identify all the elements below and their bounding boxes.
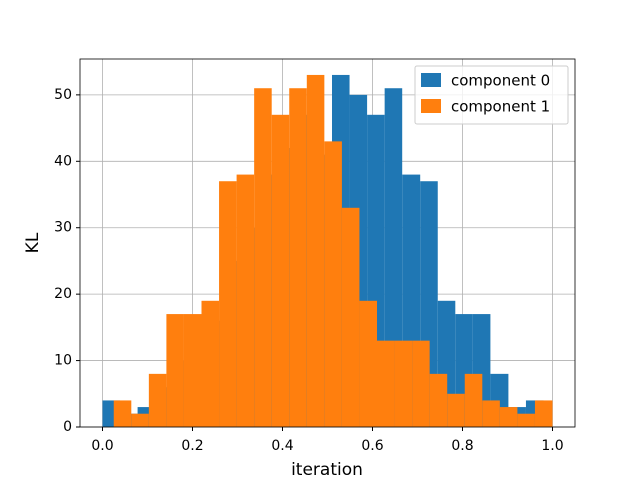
x-tick-label: 0.4 (271, 438, 293, 454)
x-tick-label: 0.2 (181, 438, 203, 454)
bar (289, 88, 307, 427)
legend-box (414, 65, 569, 125)
y-tick-label: 20 (54, 286, 72, 302)
y-tick-label: 50 (54, 87, 72, 103)
legend-label: component 1 (451, 98, 550, 116)
legend-swatch (421, 73, 441, 87)
y-tick-label: 40 (54, 153, 72, 169)
y-tick-label: 10 (54, 353, 72, 369)
bar (464, 373, 483, 427)
bar (394, 340, 413, 427)
y-axis-label: KL (23, 232, 43, 253)
legend-label: component 0 (451, 72, 550, 90)
bar (517, 413, 535, 427)
bar (271, 114, 290, 427)
y-tick-label: 0 (63, 419, 72, 435)
bar (306, 74, 325, 428)
legend-swatch (421, 99, 441, 113)
bar (131, 413, 149, 427)
bar (447, 393, 465, 427)
bar (201, 300, 220, 427)
plot-frame (79, 58, 576, 428)
bar (254, 88, 272, 427)
bar (429, 373, 448, 427)
x-tick-label: 0.8 (451, 438, 473, 454)
bar (219, 181, 237, 427)
bar (482, 400, 500, 427)
bar (148, 373, 167, 427)
x-axis-label: iteration (291, 460, 363, 480)
legend: component 0 component 1 (414, 65, 569, 125)
x-tick-label: 1.0 (541, 438, 563, 454)
x-tick-label: 0.0 (91, 438, 113, 454)
bar (359, 300, 377, 427)
bar (412, 340, 430, 427)
bar (534, 400, 553, 427)
bar (499, 407, 518, 427)
bar (377, 340, 395, 427)
bar (236, 174, 255, 427)
bar (166, 314, 184, 427)
y-tick-label: 30 (54, 220, 72, 236)
bars (102, 74, 553, 428)
bar (324, 141, 342, 427)
x-tick-label: 0.6 (361, 438, 383, 454)
bar (341, 207, 360, 427)
bar (183, 314, 202, 427)
bar (113, 400, 132, 427)
